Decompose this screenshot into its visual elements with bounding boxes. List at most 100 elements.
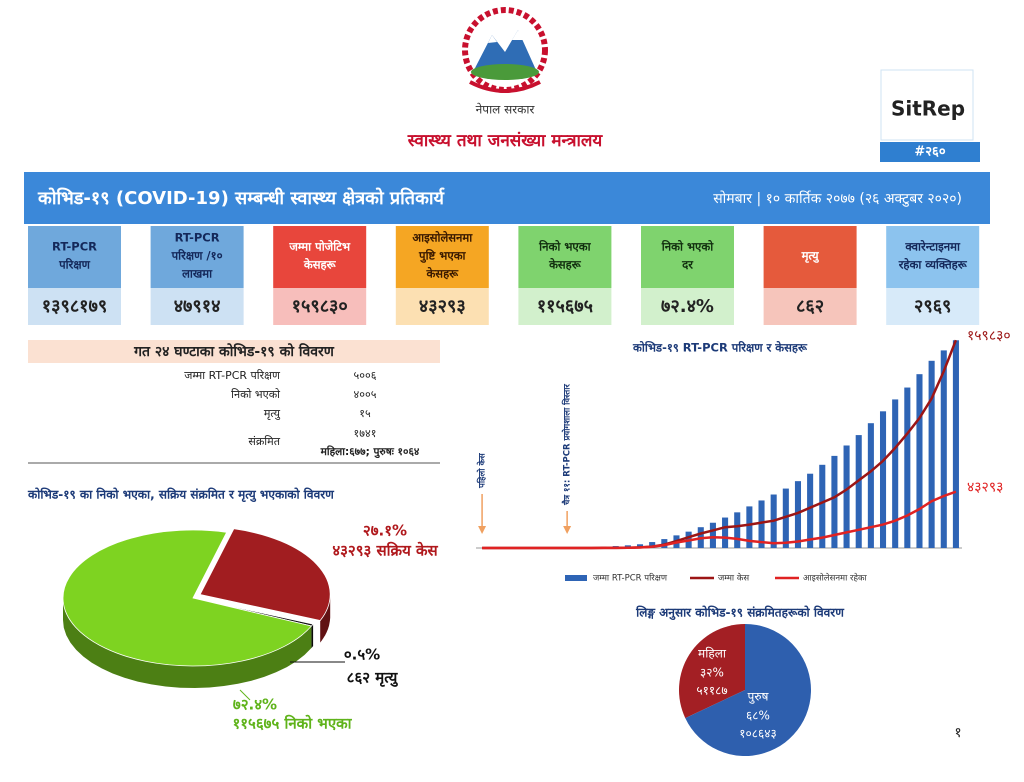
card-label: दर (681, 258, 694, 272)
card-value: २९६९ (914, 296, 951, 317)
card-label: परिक्षण (58, 258, 90, 272)
legend-swatch (565, 575, 587, 581)
table-title: गत २४ घण्टाका कोभिड-१९ को विवरण (133, 343, 335, 360)
card-label: लाखमा (181, 267, 213, 281)
bar (709, 522, 716, 548)
bar (879, 411, 887, 548)
banner (24, 172, 990, 224)
pie-category-label: पुरुष (748, 690, 770, 705)
row-note: महिला:६७७; पुरुषः १०६४ (320, 445, 420, 459)
card-top (886, 226, 980, 288)
pie-side (311, 624, 314, 648)
pie-category-label: ११५६७५ निको भएका (232, 715, 352, 733)
card-top (150, 226, 244, 288)
card-bottom (28, 288, 121, 325)
card-label: पुष्टि भएका (418, 249, 467, 264)
pie-slice (62, 529, 313, 667)
pie-value-label: ७२.४% (233, 696, 277, 714)
pie-value-label: २७.१% (363, 522, 407, 540)
card-top (518, 226, 612, 288)
card-value: १३९८१७९ (42, 296, 108, 317)
card-bottom (886, 288, 980, 325)
sitrep-title: SitRep (891, 97, 965, 121)
card-bottom (518, 288, 612, 325)
row-value: ५००६ (354, 369, 377, 382)
government: नेपाल सरकार (476, 103, 536, 117)
bar (746, 506, 753, 548)
line (482, 490, 957, 550)
row-value: १७४१ (354, 427, 377, 440)
legend-label: आइसोलेसनमा रहेका (803, 573, 868, 584)
pie-slice (199, 528, 331, 621)
bar (843, 445, 850, 548)
pie-category-label: महिला (698, 647, 727, 661)
row-value: १५ (359, 407, 371, 420)
chart-title: कोभिड-१९ RT-PCR परिक्षण र केसहरू (632, 341, 808, 355)
banner-title: कोभिड-१९ (COVID-19) सम्बन्धी स्वास्थ्य क… (37, 187, 446, 209)
card-top (763, 226, 857, 288)
card-label: निको भएको (661, 240, 714, 254)
issue-number: #२६० (914, 145, 945, 160)
card-bottom (641, 288, 734, 325)
card-bottom (395, 288, 489, 325)
bar (794, 481, 802, 548)
card-label: परिक्षण /१० (171, 249, 223, 263)
bar (807, 473, 814, 548)
row-label: मृत्यु (264, 407, 281, 420)
card-top (273, 226, 367, 288)
bar (819, 464, 826, 548)
card-label: RT-PCR (175, 231, 220, 245)
card-label: मृत्यु (801, 249, 820, 264)
bar (722, 517, 729, 548)
bar (940, 350, 947, 548)
bar (649, 542, 656, 548)
row-label: संक्रमित (248, 435, 280, 448)
card-bottom (150, 288, 244, 325)
pie-category-label: ४३२९३ सक्रिय केस (332, 542, 438, 560)
leader-line (239, 689, 251, 701)
card-bottom (273, 288, 367, 325)
annotation-arrowhead (478, 526, 487, 534)
pie-value-label: ३२% (700, 666, 724, 680)
card-label: केसहरू (425, 267, 459, 281)
bar (782, 488, 789, 548)
row-label: निको भएको (231, 388, 280, 401)
pie-count-label: १०८६४३ (739, 727, 776, 741)
card-label: केसहरू (303, 258, 337, 272)
card-label: RT-PCR (52, 240, 97, 254)
card-value: ८६२ (796, 296, 824, 317)
card-label: जम्मा पोजेटिभ (288, 240, 351, 254)
pie-count-label: ५११८७ (696, 684, 727, 698)
ministry: स्वास्थ्य तथा जनसंख्या मन्त्रालय (407, 131, 604, 151)
bar (855, 435, 862, 548)
bar (831, 455, 838, 548)
sitrep-box (880, 69, 974, 141)
card-value: ७२.४% (661, 296, 714, 317)
pie-side (320, 594, 331, 643)
page-number: १ (954, 725, 961, 741)
row-value: ४००५ (354, 388, 377, 401)
card-value: ४३२९३ (419, 296, 466, 317)
card-label: रहेका व्यक्तिहरू (898, 258, 968, 272)
card-label: केसहरू (548, 258, 582, 272)
bar (928, 360, 935, 548)
card-top (28, 226, 121, 288)
card-label: क्वारेन्टाइनमा (904, 240, 961, 254)
pie-side (63, 598, 312, 688)
pie-category-label: ८६२ मृत्यु (347, 669, 399, 688)
bar (892, 399, 899, 548)
table-title-bar (28, 340, 440, 363)
bar (952, 340, 959, 548)
annotation: पहिलो केस (477, 452, 488, 489)
end-label: ४३२९३ (967, 480, 1003, 496)
pie-slice (679, 624, 745, 719)
card-top (395, 226, 489, 288)
card-value: १५९८३० (292, 296, 348, 317)
pie-slice (685, 624, 811, 757)
pie-value-label: ०.५% (344, 646, 380, 664)
emblem (462, 7, 548, 93)
card-value: ४७९१४ (174, 296, 221, 317)
legend-label: जम्मा केस (718, 573, 749, 584)
legend-label: जम्मा RT-PCR परिक्षण (593, 573, 668, 584)
